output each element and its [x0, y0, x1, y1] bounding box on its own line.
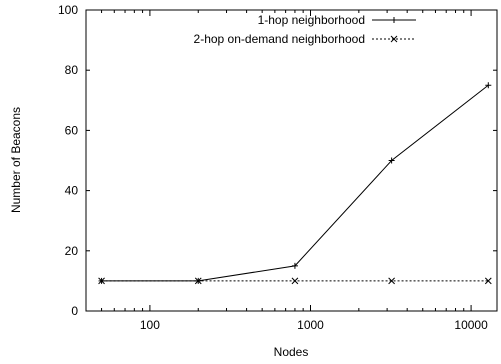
y-axis: 0 20 40 60 80 100	[58, 3, 497, 318]
data-point-2	[291, 277, 299, 285]
data-point-2	[98, 277, 105, 285]
plot-frame	[85, 9, 498, 312]
x-tick-label: 100	[140, 318, 160, 332]
y-tick-label: 100	[58, 3, 78, 17]
y-tick-label: 60	[65, 123, 79, 137]
y-tick-label: 40	[65, 184, 79, 198]
y-tick-label: 0	[71, 304, 78, 318]
legend-marker-2-hop	[390, 35, 398, 43]
x-tick-label: 10000	[454, 318, 488, 332]
x-axis-label: Nodes	[274, 345, 309, 359]
data-point-2	[484, 277, 492, 285]
data-point-1	[485, 82, 492, 89]
y-tick-label: 20	[65, 244, 79, 258]
legend: 1-hop neighborhood 2-hop on-demand neigh…	[194, 13, 416, 46]
data-point-1	[291, 262, 298, 269]
series-layer	[98, 82, 492, 285]
legend-marker-1-hop	[391, 17, 397, 23]
legend-label-1-hop: 1-hop neighborhood	[258, 13, 365, 27]
data-point-2	[194, 277, 202, 285]
x-axis: 100 1000 10000	[85, 10, 488, 332]
legend-label-2-hop: 2-hop on-demand neighborhood	[194, 32, 365, 46]
y-tick-label: 80	[65, 63, 79, 77]
data-point-1	[388, 157, 395, 164]
y-axis-label: Number of Beacons	[9, 107, 23, 213]
series-line-1	[101, 84, 489, 282]
x-tick-label: 1000	[297, 318, 324, 332]
data-point-2	[388, 277, 395, 285]
